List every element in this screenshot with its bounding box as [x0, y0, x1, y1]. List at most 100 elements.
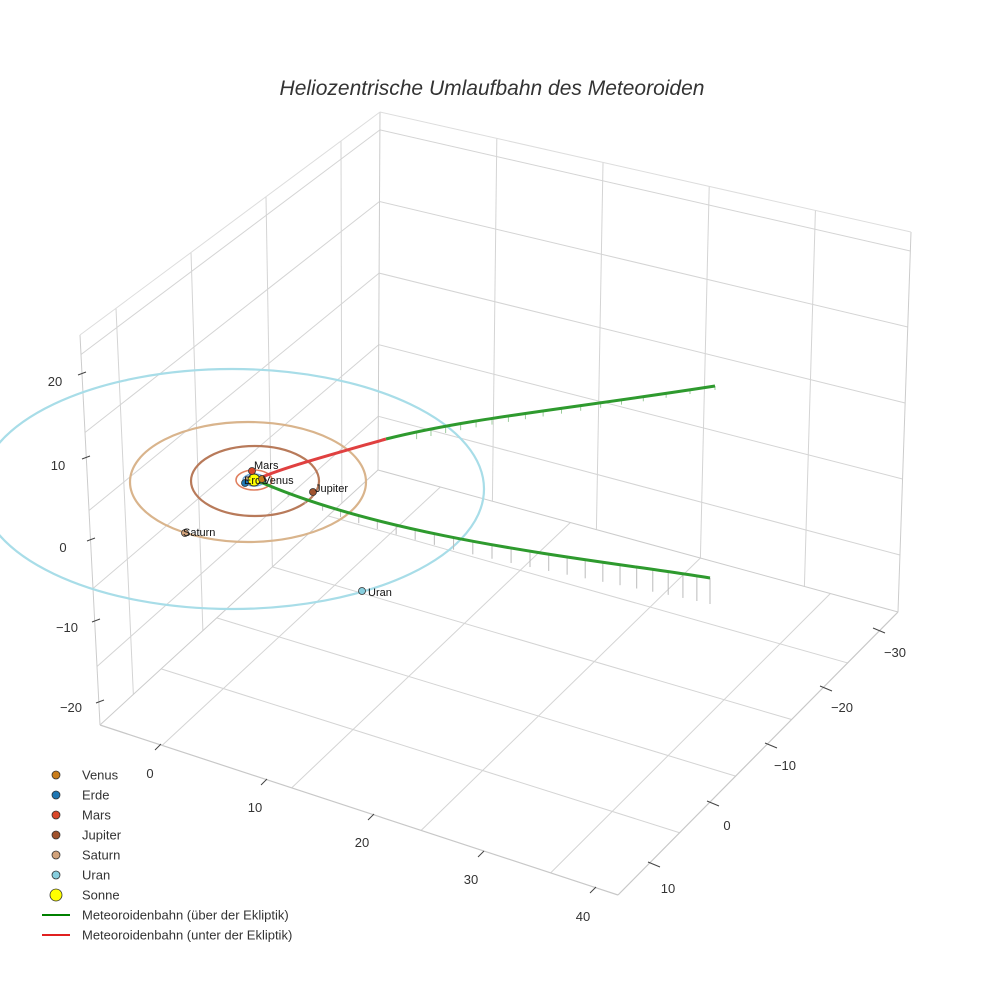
grid-line-back-h-3 [379, 201, 908, 328]
legend-label-6: Sonne [82, 888, 120, 903]
grid-line-back-v-3 [803, 210, 816, 587]
y-tick-label-4: 10 [661, 881, 675, 896]
grid-line-floor-x-0 [161, 486, 441, 746]
x-tick-mark-3 [477, 850, 485, 858]
legend-marker-4 [51, 850, 61, 860]
y-tick-label-1: −20 [831, 700, 853, 715]
legend-item-0: Venus [51, 768, 119, 783]
legend-label-2: Mars [82, 808, 111, 823]
grid-line-left-h-1 [92, 344, 380, 589]
grid-line-left-v-2 [265, 196, 273, 567]
z-tick-label-3: −10 [56, 620, 78, 635]
legend-label-8: Meteoroidenbahn (unter der Ekliptik) [82, 928, 292, 943]
axis-grid [79, 111, 912, 896]
legend-item-5: Uran [51, 868, 110, 883]
legend-label-5: Uran [82, 868, 110, 883]
y-tick-label-0: −30 [884, 645, 906, 660]
grid-line-left-v-1 [190, 252, 204, 631]
planet-orbits [0, 367, 486, 611]
legend-label-1: Erde [82, 788, 109, 803]
planet-marker-venus [258, 475, 266, 483]
y-tick-mark-0 [872, 627, 886, 634]
legend: Venus Erde Mars Jupiter Saturn Uran Sonne Meteo… [42, 768, 292, 943]
x-tick-label-0: 0 [146, 766, 153, 781]
grid-line-floor-x-2 [420, 557, 701, 831]
grid-line-left-h-4 [80, 129, 381, 355]
planet-label-mars: Mars [254, 460, 279, 472]
planet-marker-jupiter [309, 488, 317, 496]
legend-marker-5 [51, 870, 61, 880]
box-edge-back-bottom [377, 469, 899, 613]
z-tick-label-2: 0 [59, 540, 66, 555]
orbit-jupiter [189, 444, 321, 518]
grid-line-left-h-2 [88, 272, 380, 511]
trajectory-lower-branch [255, 478, 711, 580]
planet-marker-uran [358, 587, 366, 595]
legend-label-0: Venus [82, 768, 119, 783]
grid-line-left-v-0 [115, 308, 134, 695]
grid-line-back-h-4 [379, 129, 911, 252]
planet-label-jupiter: Jupiter [315, 483, 348, 495]
z-tick-label-1: 10 [51, 458, 65, 473]
grid-line-left-v-3 [340, 140, 343, 504]
box-edge-left-vertical [79, 334, 101, 726]
x-tick-mark-2 [367, 813, 375, 821]
z-tick-mark-0 [77, 371, 87, 376]
x-tick-mark-0 [154, 743, 162, 751]
y-tick-mark-1 [819, 685, 833, 692]
grid-line-floor-y-2 [272, 566, 792, 721]
planet-label-uran: Uran [368, 587, 392, 599]
meteoroid-trajectory [255, 384, 716, 580]
legend-item-6: Sonne [49, 888, 120, 903]
box-edge-front [99, 724, 619, 896]
x-tick-label-2: 20 [355, 835, 369, 850]
legend-label-4: Saturn [82, 848, 120, 863]
z-tick-mark-2 [86, 537, 96, 542]
planet-label-venus: Venus [263, 475, 294, 487]
legend-label-7: Meteoroidenbahn (über der Ekliptik) [82, 908, 289, 923]
planet-marker-erde [241, 479, 249, 487]
legend-item-7: Meteoroidenbahn (über der Ekliptik) [42, 908, 289, 923]
y-tick-mark-4 [647, 861, 661, 868]
legend-marker-3 [51, 830, 61, 840]
grid-line-floor-x-3 [550, 593, 831, 874]
z-tick-label-0: 20 [48, 374, 62, 389]
orbit-uran [0, 367, 486, 611]
y-tick-mark-2 [764, 742, 778, 749]
grid-line-left-h-3 [84, 201, 380, 433]
z-tick-mark-3 [91, 618, 101, 623]
axis-ticks: 20 10 0 −10 −20 0 10 20 30 40 −30 −20 −10 0 10 [48, 371, 906, 924]
grid-line-back-v-0 [491, 138, 498, 502]
planet-marker-mars [248, 467, 256, 475]
box-edge-right-vertical [897, 231, 912, 613]
y-tick-label-3: 0 [723, 818, 730, 833]
box-edge-top-back [379, 111, 912, 233]
legend-marker-1 [51, 790, 61, 800]
grid-line-floor-y-1 [216, 617, 736, 777]
x-tick-mark-4 [589, 886, 597, 894]
grid-line-back-h-0 [378, 415, 901, 556]
legend-item-3: Jupiter [51, 828, 122, 843]
legend-item-8: Meteoroidenbahn (unter der Ekliptik) [42, 928, 292, 943]
orbit-saturn [128, 420, 368, 544]
grid-line-floor-y-3 [327, 515, 848, 664]
x-tick-mark-1 [260, 778, 268, 786]
grid-line-back-v-2 [699, 186, 710, 559]
trajectory-upper-branch [385, 384, 716, 441]
box-edge-back-vertical [377, 111, 381, 471]
y-tick-label-2: −10 [774, 758, 796, 773]
x-tick-label-1: 10 [248, 800, 262, 815]
box-edge-left-bottom [99, 469, 379, 726]
z-tick-mark-1 [81, 455, 91, 460]
planet-marker-saturn [181, 529, 189, 537]
box-edge-right [617, 611, 899, 896]
legend-marker-2 [51, 810, 61, 820]
z-tick-mark-4 [95, 699, 105, 704]
legend-item-2: Mars [51, 808, 111, 823]
x-tick-label-3: 30 [464, 872, 478, 887]
grid-line-back-h-2 [378, 272, 906, 404]
y-tick-mark-3 [706, 800, 720, 807]
legend-marker-6 [49, 888, 63, 902]
legend-label-3: Jupiter [82, 828, 122, 843]
